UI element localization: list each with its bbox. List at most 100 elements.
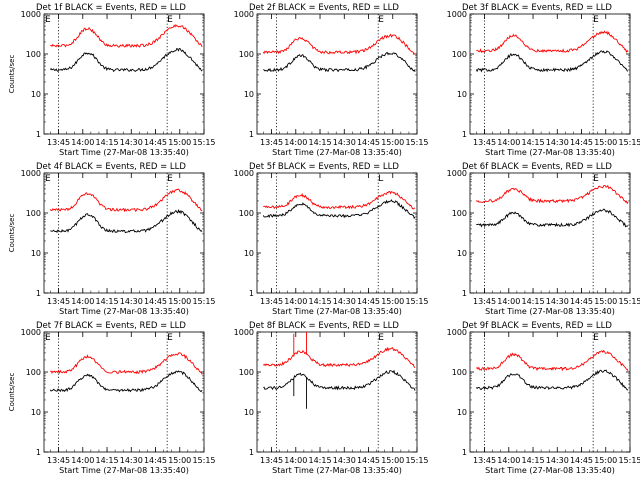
x-tick-label: 14:30 bbox=[546, 138, 569, 147]
y-tick-label: 1 bbox=[36, 448, 41, 457]
x-tick-label: 15:15 bbox=[192, 456, 215, 465]
x-axis-label: Start Time (27-Mar-08 13:35:40) bbox=[59, 466, 189, 475]
y-tick-label: 1 bbox=[249, 289, 254, 298]
y-axis-label: Counts/sec bbox=[8, 373, 16, 412]
lld-series-line bbox=[475, 184, 629, 205]
y-tick-label: 100 bbox=[239, 368, 254, 377]
x-axis-label: Start Time (27-Mar-08 13:35:40) bbox=[485, 148, 615, 157]
x-axis-label: Start Time (27-Mar-08 13:35:40) bbox=[272, 466, 402, 475]
x-tick-label: 14:15 bbox=[308, 297, 331, 306]
x-tick-label: 15:15 bbox=[192, 138, 215, 147]
y-tick-label: 1 bbox=[462, 130, 467, 139]
y-tick-label: 100 bbox=[452, 368, 467, 377]
x-tick-label: 14:15 bbox=[521, 138, 544, 147]
plot-frame bbox=[469, 331, 631, 453]
y-tick-label: 10 bbox=[31, 90, 41, 99]
lld-series-line bbox=[476, 349, 629, 372]
y-tick-label: 100 bbox=[452, 50, 467, 59]
x-tick-label: 14:00 bbox=[71, 456, 94, 465]
x-tick-label: 14:30 bbox=[120, 297, 143, 306]
x-tick-label: 15:15 bbox=[405, 456, 428, 465]
panel-det-5: Det 5f BLACK = Events, RED = LLD Start Ti… bbox=[234, 162, 429, 316]
plot-frame bbox=[43, 13, 205, 135]
y-tick-label: 10 bbox=[31, 249, 41, 258]
panel-title: Det 9f BLACK = Events, RED = LLD bbox=[462, 321, 612, 331]
x-axis-label: Start Time (27-Mar-08 13:35:40) bbox=[272, 307, 402, 316]
x-tick-label: 14:15 bbox=[95, 138, 118, 147]
x-tick-label: 15:15 bbox=[618, 138, 640, 147]
x-tick-label: 15:00 bbox=[381, 297, 404, 306]
x-tick-label: 15:00 bbox=[381, 456, 404, 465]
x-tick-label: 15:15 bbox=[405, 297, 428, 306]
x-tick-label: 15:00 bbox=[168, 297, 191, 306]
plot-frame bbox=[256, 13, 418, 135]
lld-series-line bbox=[49, 188, 203, 213]
y-tick-label: 1 bbox=[462, 448, 467, 457]
event-marker-label: E bbox=[167, 15, 173, 25]
panel-det-1: Det 1f BLACK = Events, RED = LLD Counts/s… bbox=[8, 3, 216, 157]
y-tick-label: 10 bbox=[244, 408, 254, 417]
y-tick-label: 1000 bbox=[234, 328, 254, 337]
panel-title: Det 3f BLACK = Events, RED = LLD bbox=[462, 3, 612, 13]
x-tick-label: 15:00 bbox=[168, 456, 191, 465]
x-tick-label: 13:45 bbox=[473, 138, 496, 147]
x-tick-label: 14:45 bbox=[357, 297, 380, 306]
panel-title: Det 4f BLACK = Events, RED = LLD bbox=[36, 162, 186, 172]
event-marker-label: E bbox=[593, 333, 599, 343]
x-tick-label: 13:45 bbox=[473, 297, 496, 306]
plot-frame bbox=[469, 172, 631, 294]
panel-title: Det 5f BLACK = Events, RED = LLD bbox=[249, 162, 399, 172]
panel-title: Det 1f BLACK = Events, RED = LLD bbox=[36, 3, 186, 13]
event-marker-label: E bbox=[378, 15, 384, 25]
y-axis-label: Counts/sec bbox=[8, 214, 16, 253]
x-tick-label: 14:30 bbox=[546, 456, 569, 465]
lld-series-line bbox=[262, 33, 416, 55]
x-tick-label: 14:15 bbox=[95, 297, 118, 306]
x-tick-label: 14:45 bbox=[357, 456, 380, 465]
lld-series-line bbox=[263, 332, 416, 368]
x-tick-label: 15:00 bbox=[594, 456, 617, 465]
x-tick-label: 14:45 bbox=[144, 456, 167, 465]
x-tick-label: 14:30 bbox=[333, 456, 356, 465]
x-tick-label: 15:15 bbox=[192, 297, 215, 306]
x-tick-label: 15:00 bbox=[594, 138, 617, 147]
x-tick-label: 14:00 bbox=[284, 138, 307, 147]
x-tick-label: 14:30 bbox=[333, 138, 356, 147]
lld-series-line bbox=[50, 352, 203, 375]
y-tick-label: 100 bbox=[26, 50, 41, 59]
x-tick-label: 14:15 bbox=[308, 138, 331, 147]
y-tick-label: 10 bbox=[244, 249, 254, 258]
x-tick-label: 13:45 bbox=[473, 456, 496, 465]
x-tick-label: 14:30 bbox=[333, 297, 356, 306]
x-tick-label: 14:15 bbox=[95, 456, 118, 465]
y-tick-label: 1000 bbox=[447, 328, 467, 337]
x-axis-label: Start Time (27-Mar-08 13:35:40) bbox=[485, 307, 615, 316]
x-tick-label: 13:45 bbox=[47, 456, 70, 465]
event-marker-label: E bbox=[593, 15, 599, 25]
x-tick-label: 13:45 bbox=[260, 138, 283, 147]
y-tick-label: 10 bbox=[457, 90, 467, 99]
y-tick-label: 1000 bbox=[21, 169, 41, 178]
plot-frame bbox=[256, 172, 418, 294]
x-tick-label: 15:15 bbox=[405, 138, 428, 147]
x-tick-label: 13:45 bbox=[260, 456, 283, 465]
x-tick-label: 14:00 bbox=[497, 297, 520, 306]
events-series-line bbox=[263, 369, 416, 409]
x-tick-label: 14:00 bbox=[71, 138, 94, 147]
panel-title: Det 7f BLACK = Events, RED = LLD bbox=[36, 321, 186, 331]
event-marker-label: L bbox=[378, 174, 383, 184]
y-tick-label: 1000 bbox=[21, 328, 41, 337]
event-marker-label: E bbox=[167, 333, 173, 343]
x-tick-label: 14:45 bbox=[570, 297, 593, 306]
y-tick-label: 1000 bbox=[234, 169, 254, 178]
x-tick-label: 14:00 bbox=[497, 456, 520, 465]
lld-series-line bbox=[263, 190, 416, 210]
x-tick-label: 14:45 bbox=[144, 138, 167, 147]
panel-title: Det 8f BLACK = Events, RED = LLD bbox=[249, 321, 399, 331]
panel-det-6: Det 6f BLACK = Events, RED = LLD Start Ti… bbox=[447, 162, 640, 316]
plot-frame bbox=[256, 331, 418, 453]
x-tick-label: 13:45 bbox=[47, 297, 70, 306]
x-tick-label: 15:00 bbox=[594, 297, 617, 306]
x-tick-label: 13:45 bbox=[47, 138, 70, 147]
x-tick-label: 14:30 bbox=[120, 456, 143, 465]
